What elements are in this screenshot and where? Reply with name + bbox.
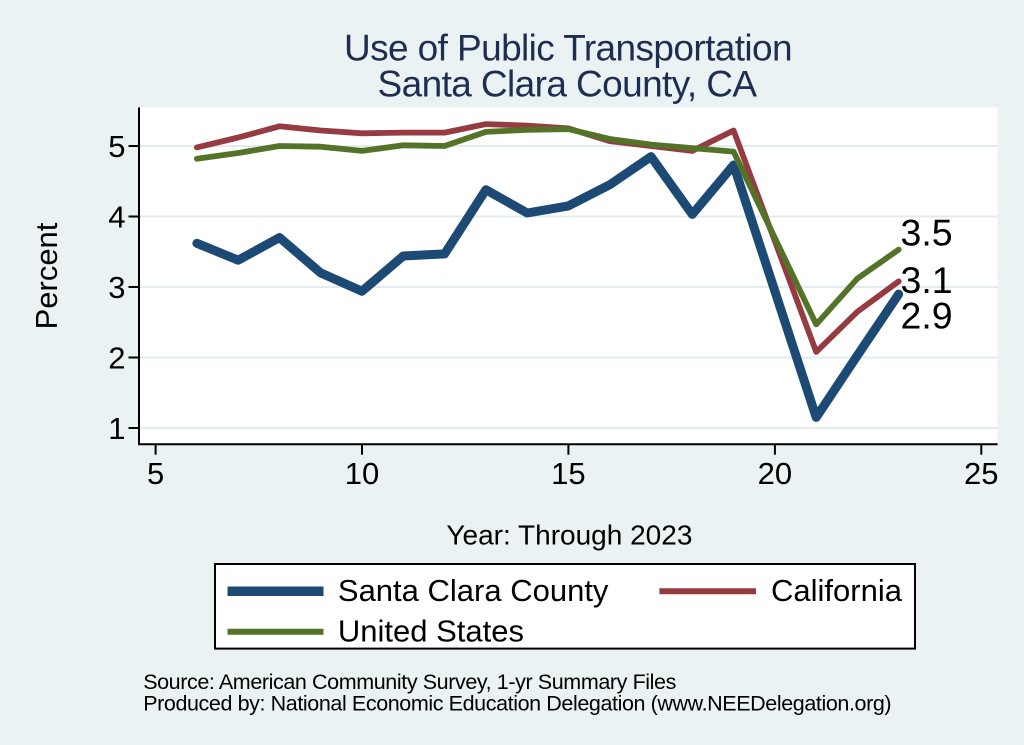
svg-text:Use of Public Transportation: Use of Public Transportation: [344, 28, 792, 69]
svg-text:Year: Through 2023: Year: Through 2023: [446, 519, 692, 550]
svg-text:5: 5: [147, 456, 164, 491]
svg-text:2: 2: [108, 340, 125, 375]
svg-text:25: 25: [964, 456, 998, 491]
svg-text:3.5: 3.5: [901, 212, 953, 254]
svg-text:2.9: 2.9: [901, 295, 953, 337]
svg-text:Percent: Percent: [29, 222, 64, 329]
svg-text:Santa Clara County: Santa Clara County: [338, 573, 609, 608]
svg-text:15: 15: [551, 456, 585, 491]
svg-text:1: 1: [108, 411, 125, 446]
svg-text:20: 20: [758, 456, 792, 491]
svg-text:Santa Clara County, CA: Santa Clara County, CA: [378, 64, 758, 105]
svg-text:United States: United States: [338, 613, 524, 648]
svg-text:Produced by: National Economic: Produced by: National Economic Education…: [143, 692, 891, 716]
svg-text:California: California: [771, 573, 903, 608]
svg-text:3.1: 3.1: [901, 259, 953, 301]
svg-text:4: 4: [108, 199, 125, 234]
svg-text:10: 10: [345, 456, 379, 491]
svg-text:5: 5: [108, 129, 125, 164]
svg-text:3: 3: [108, 270, 125, 305]
svg-text:Source: American Community Sur: Source: American Community Survey, 1-yr …: [143, 670, 676, 694]
